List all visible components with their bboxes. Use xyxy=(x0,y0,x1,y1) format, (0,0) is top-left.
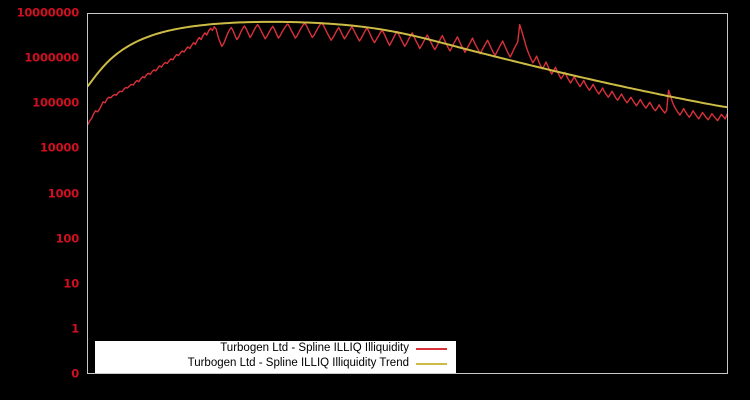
y-tick-label: 10000 xyxy=(39,140,79,155)
y-tick-label: 100000 xyxy=(32,95,79,110)
y-tick-label: 10000000 xyxy=(16,5,80,20)
legend-entry-illiquidity-trend: Turbogen Ltd - Spline ILLIQ Illiquidity … xyxy=(95,356,456,372)
y-tick-label: 1000 xyxy=(47,185,79,200)
plot-area xyxy=(87,13,728,374)
plot-canvas xyxy=(88,14,727,373)
y-tick-label: 0 xyxy=(71,366,79,381)
legend-swatch-illiquidity xyxy=(416,348,447,350)
series-line-0 xyxy=(88,23,727,125)
legend-label-illiquidity-trend: Turbogen Ltd - Spline ILLIQ Illiquidity … xyxy=(187,357,409,370)
chart-legend: Turbogen Ltd - Spline ILLIQ Illiquidity … xyxy=(95,341,456,373)
legend-entry-illiquidity: Turbogen Ltd - Spline ILLIQ Illiquidity xyxy=(95,341,456,357)
series-line-1 xyxy=(88,22,727,107)
y-tick-label: 1 xyxy=(71,321,79,336)
legend-label-illiquidity: Turbogen Ltd - Spline ILLIQ Illiquidity xyxy=(220,342,409,355)
y-tick-label: 1000000 xyxy=(24,50,79,65)
y-tick-label: 100 xyxy=(55,230,80,245)
legend-swatch-illiquidity-trend xyxy=(416,363,447,365)
y-tick-label: 10 xyxy=(63,276,79,290)
y-axis: 10000000 1000000 100000 10000 1000 100 10 1 0 xyxy=(0,7,83,379)
